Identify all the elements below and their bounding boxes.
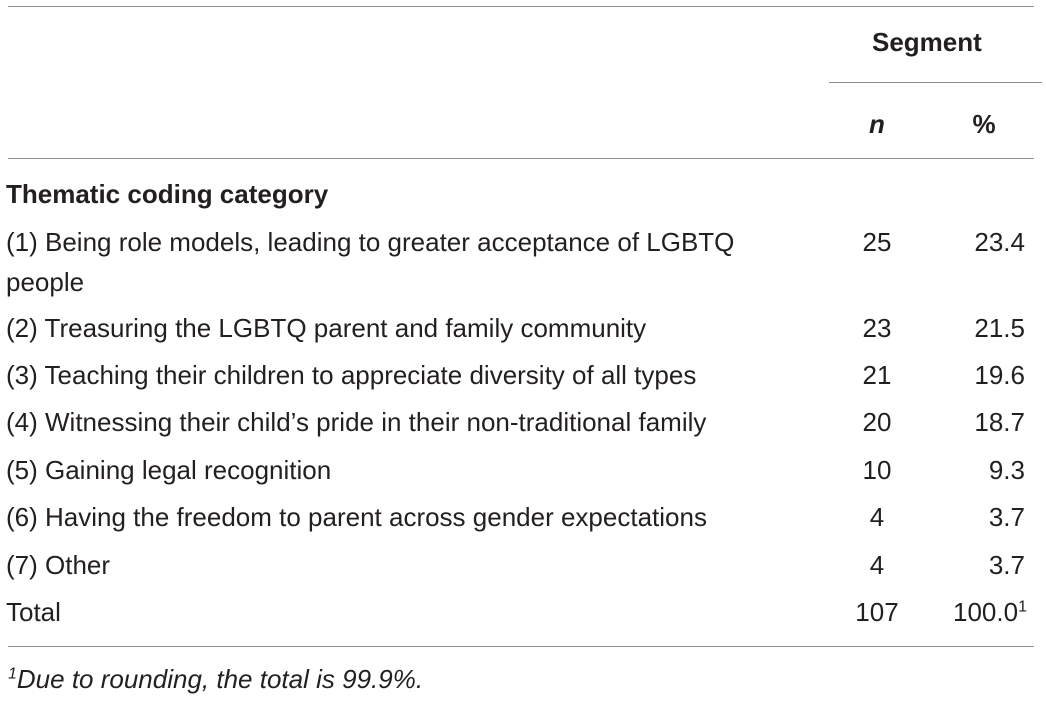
segment-rule xyxy=(829,82,1042,83)
table-row-percent: 9.3 xyxy=(988,455,1025,485)
table-row-n: 21 xyxy=(862,360,892,390)
total-label: Total xyxy=(6,597,61,627)
footnote-marker: 1 xyxy=(1018,598,1027,616)
table-bottom-rule xyxy=(8,646,1034,647)
table-top-rule xyxy=(8,6,1034,7)
table-row-percent: 23.4 xyxy=(974,227,1025,257)
table-row-percent: 3.7 xyxy=(988,550,1025,580)
table-row-percent: 21.5 xyxy=(974,313,1025,343)
total-percent-value: 100.0 xyxy=(953,597,1019,627)
table-row-label: (3) Teaching their children to appreciat… xyxy=(6,360,697,390)
column-header-n: n xyxy=(869,109,885,139)
table-row-label: (1) Being role models, leading to greate… xyxy=(6,227,735,297)
total-percent: 100.01 xyxy=(953,592,1027,632)
table-row-n: 4 xyxy=(869,550,885,580)
table-row-label: (5) Gaining legal recognition xyxy=(6,455,332,485)
footnote-text: Due to rounding, the total is 99.9%. xyxy=(16,664,424,694)
total-n: 107 xyxy=(855,597,899,627)
table-row-n: 10 xyxy=(862,455,892,485)
table-row-label: (6) Having the freedom to parent across … xyxy=(6,502,707,532)
footnote-number: 1 xyxy=(8,665,17,683)
table-row-n: 23 xyxy=(862,313,892,343)
column-header-percent: % xyxy=(972,109,996,139)
table-row-label: (7) Other xyxy=(6,550,111,580)
section-title: Thematic coding category xyxy=(6,179,329,209)
table-row-label: (2) Treasuring the LGBTQ parent and fami… xyxy=(6,313,647,343)
table-row-n: 4 xyxy=(869,502,885,532)
table-row-percent: 19.6 xyxy=(974,360,1025,390)
table-row-label: (4) Witnessing their child’s pride in th… xyxy=(6,407,707,437)
table-footnote: 1Due to rounding, the total is 99.9%. xyxy=(8,662,423,696)
table-row-percent: 18.7 xyxy=(974,407,1025,437)
table-row-n: 25 xyxy=(862,227,892,257)
segment-header: Segment xyxy=(872,27,982,57)
header-rule xyxy=(8,158,1034,159)
table-row-n: 20 xyxy=(862,407,892,437)
table-row-percent: 3.7 xyxy=(988,502,1025,532)
